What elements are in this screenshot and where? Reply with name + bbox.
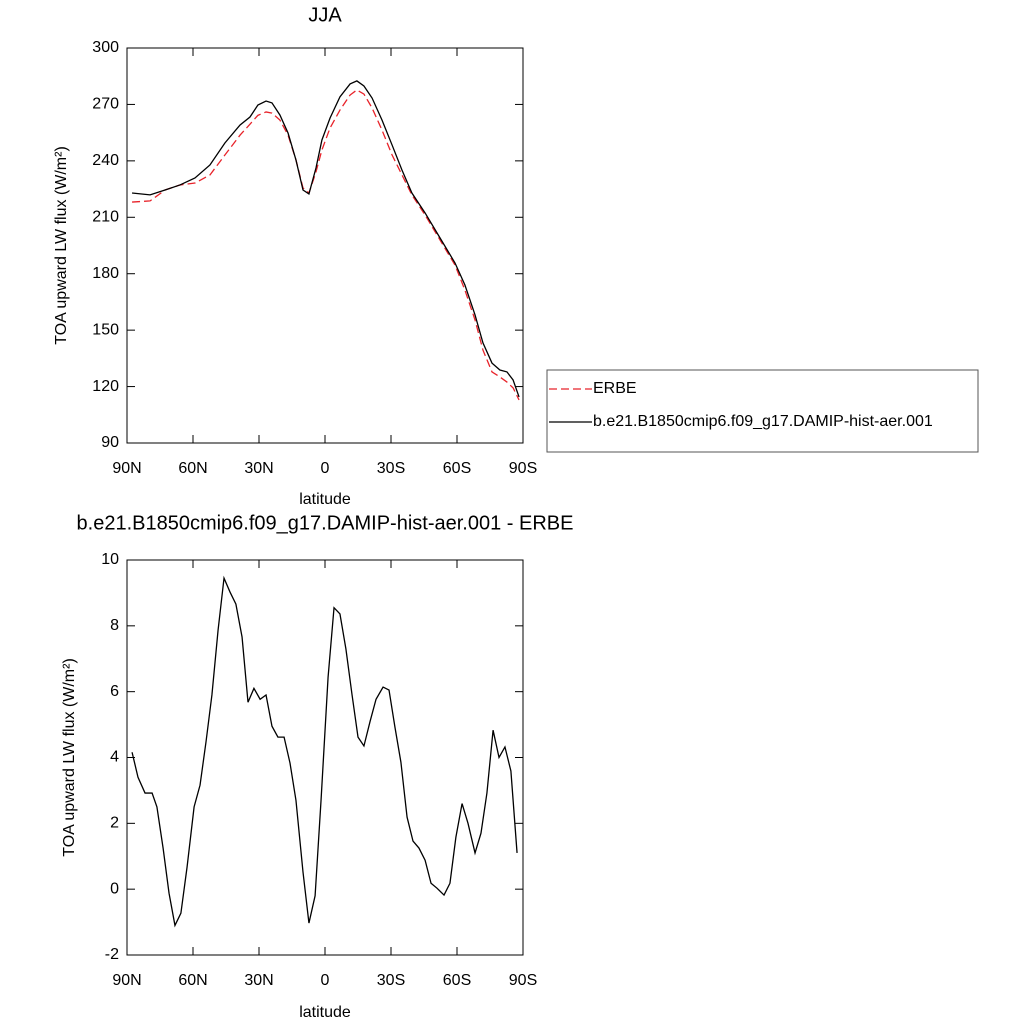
x-tick-label: 30N — [244, 460, 273, 477]
y-tick-label: 240 — [92, 152, 119, 169]
x-axis-label: latitude — [299, 491, 351, 508]
x-tick-label: 60N — [178, 460, 207, 477]
y-tick-label: 4 — [110, 749, 119, 766]
x-tick-label: 0 — [321, 972, 330, 989]
x-tick-label: 60S — [443, 460, 471, 477]
x-tick-label: 90N — [112, 460, 141, 477]
y-tick-label: 2 — [110, 815, 119, 832]
x-tick-label: 60S — [443, 972, 471, 989]
data-line — [131, 575, 518, 928]
x-axis-label: latitude — [299, 1004, 351, 1021]
y-tick-label: 8 — [110, 617, 119, 634]
chart-title: b.e21.B1850cmip6.f09_g17.DAMIP-hist-aer.… — [77, 512, 574, 534]
x-tick-label: 30S — [377, 972, 405, 989]
y-tick-label: 210 — [92, 209, 119, 226]
chart-title: JJA — [308, 4, 342, 26]
data-line — [132, 89, 520, 401]
x-tick-label: 30S — [377, 460, 405, 477]
y-tick-label: 270 — [92, 96, 119, 113]
y-tick-label: 6 — [110, 683, 119, 700]
legend-label: ERBE — [593, 380, 637, 397]
y-axis-label: TOA upward LW flux (W/m²) — [61, 658, 78, 857]
plot-frame — [126, 559, 524, 956]
y-tick-label: 10 — [101, 551, 119, 568]
legend-label: b.e21.B1850cmip6.f09_g17.DAMIP-hist-aer.… — [593, 413, 933, 430]
x-tick-label: 30N — [244, 972, 273, 989]
y-tick-label: 120 — [92, 378, 119, 395]
data-line — [131, 80, 520, 398]
legend-frame — [546, 369, 979, 453]
x-tick-label: 0 — [321, 460, 330, 477]
x-tick-label: 90S — [509, 460, 537, 477]
y-tick-label: 0 — [110, 880, 119, 897]
x-tick-label: 90S — [509, 972, 537, 989]
y-tick-label: 90 — [101, 434, 119, 451]
y-axis-label: TOA upward LW flux (W/m²) — [53, 146, 70, 345]
y-tick-label: 150 — [92, 321, 119, 338]
x-tick-label: 60N — [178, 972, 207, 989]
y-tick-label: 300 — [92, 39, 119, 56]
x-tick-label: 90N — [112, 972, 141, 989]
plot-frame — [126, 47, 524, 444]
y-tick-label: -2 — [105, 946, 119, 963]
y-tick-label: 180 — [92, 265, 119, 282]
